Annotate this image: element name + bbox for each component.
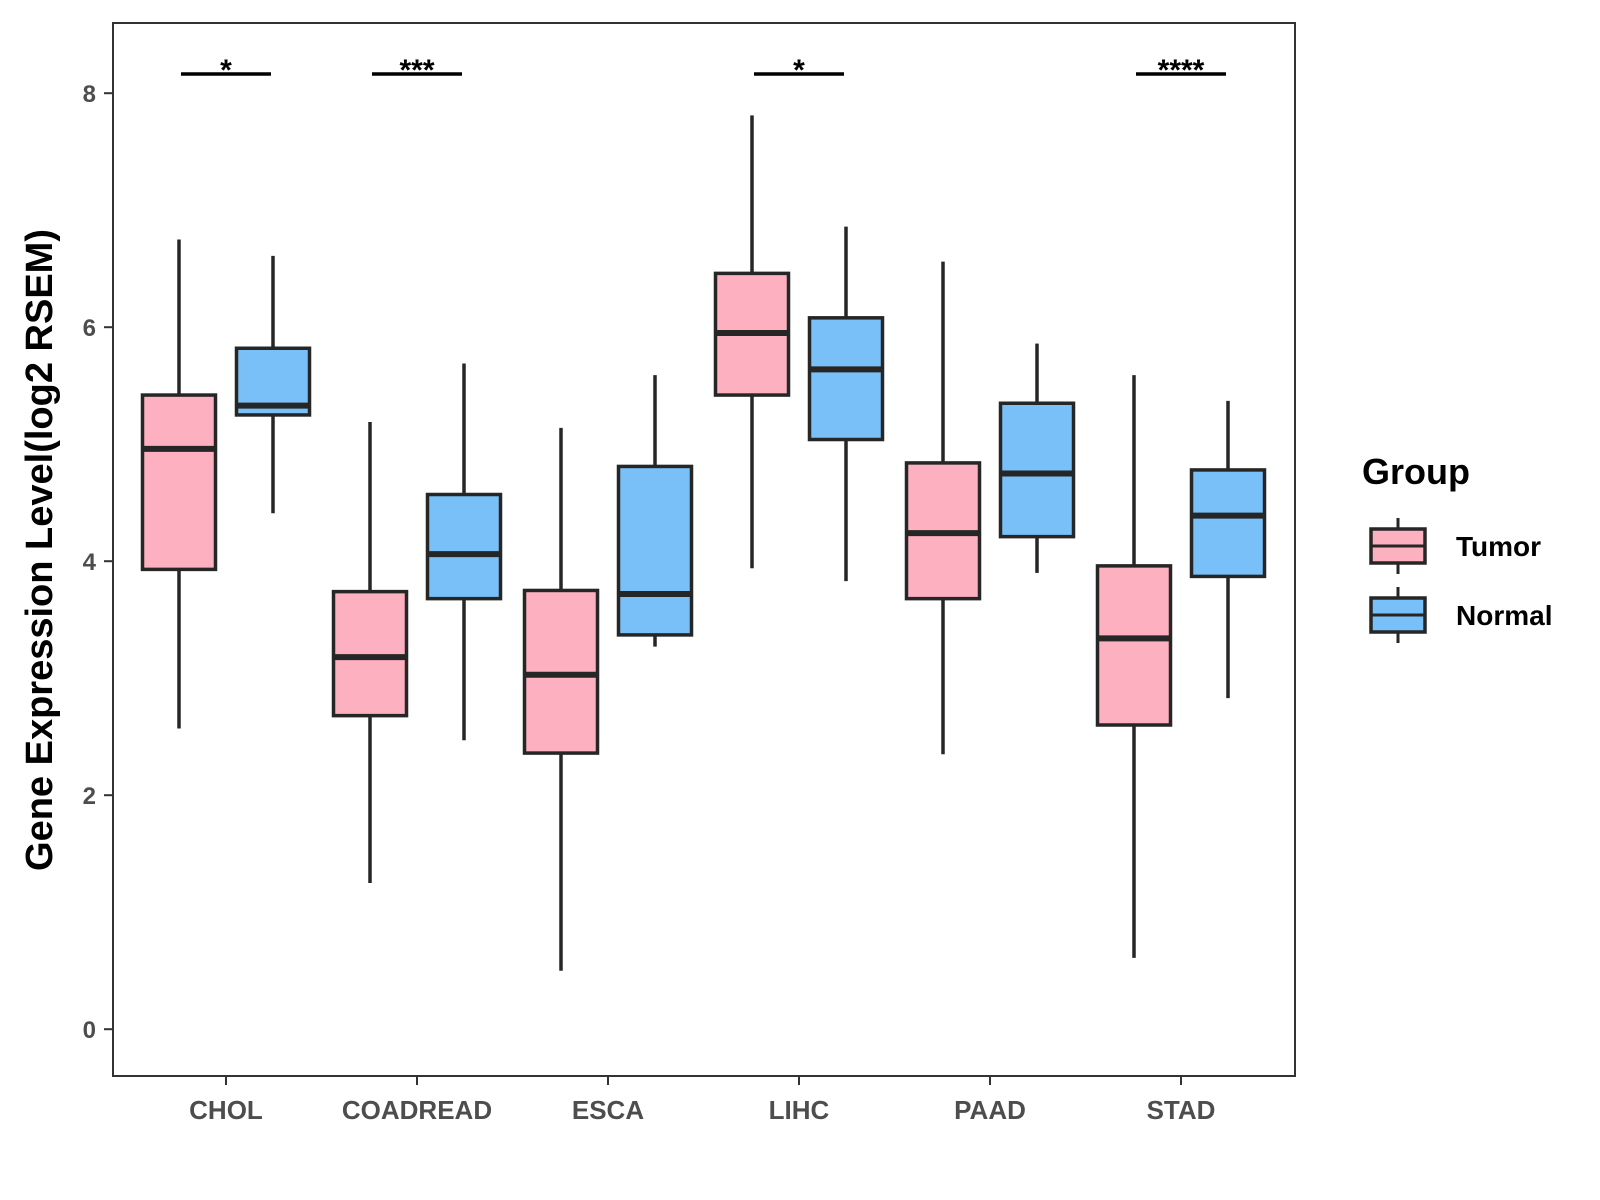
x-axis: CHOL COADREAD ESCA LIHC PAAD STAD xyxy=(189,1076,1215,1125)
box-normal xyxy=(616,464,694,637)
x-tick-label: LIHC xyxy=(769,1095,830,1125)
box-tumor xyxy=(331,589,409,718)
box-normal xyxy=(1189,468,1267,579)
x-tick-label: COADREAD xyxy=(342,1095,492,1125)
y-axis-title: Gene Expression Level(log2 RSEM) xyxy=(19,229,61,871)
x-tick-label: ESCA xyxy=(572,1095,644,1125)
y-tick-label: 4 xyxy=(83,549,97,576)
significance-label: **** xyxy=(1158,54,1205,87)
legend: Group Tumor Normal xyxy=(1362,451,1552,643)
box-normal xyxy=(998,401,1076,539)
x-tick-label: STAD xyxy=(1147,1095,1216,1125)
significance-label: *** xyxy=(399,54,434,87)
legend-title: Group xyxy=(1362,451,1470,492)
panel-border xyxy=(112,22,1296,1077)
box-tumor xyxy=(1095,564,1173,727)
box-normal xyxy=(425,492,503,601)
plot-area: * *** * **** xyxy=(140,54,1267,971)
y-tick-label: 0 xyxy=(83,1017,96,1044)
x-tick-label: PAAD xyxy=(954,1095,1026,1125)
legend-label: Normal xyxy=(1456,600,1552,631)
significance-label: * xyxy=(793,54,805,87)
y-axis: 0 2 4 6 8 xyxy=(83,81,113,1044)
y-tick-label: 6 xyxy=(83,315,96,342)
y-tick-label: 2 xyxy=(83,783,96,810)
significance-label: * xyxy=(220,54,232,87)
box-normal xyxy=(807,316,885,442)
y-tick-label: 8 xyxy=(83,81,96,108)
x-tick-label: CHOL xyxy=(189,1095,263,1125)
legend-label: Tumor xyxy=(1456,531,1541,562)
box-tumor xyxy=(140,393,218,572)
